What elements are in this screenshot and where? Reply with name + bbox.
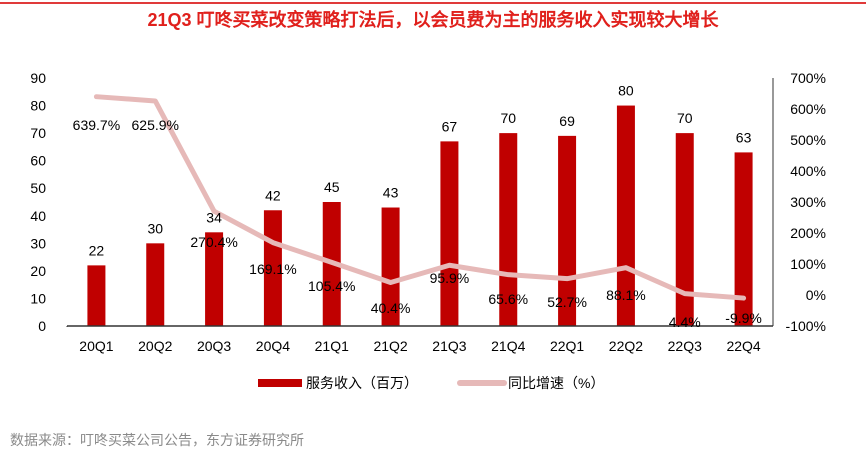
x-axis-tick: 21Q4 — [491, 338, 525, 354]
left-axis-tick: 50 — [30, 180, 46, 196]
left-axis-tick: 70 — [30, 125, 46, 141]
left-axis-tick: 30 — [30, 235, 46, 251]
x-axis-tick: 20Q3 — [197, 338, 231, 354]
bar-value-label: 42 — [265, 187, 281, 203]
bar-value-label: 80 — [618, 83, 634, 99]
x-axis-tick: 22Q2 — [609, 338, 643, 354]
bar-value-label: 67 — [442, 118, 458, 134]
left-axis-tick: 80 — [30, 98, 46, 114]
left-axis-tick: 40 — [30, 208, 46, 224]
bar — [675, 133, 694, 326]
left-axis-tick: 20 — [30, 263, 46, 279]
bar-value-label: 70 — [677, 110, 693, 126]
left-axis-tick: 60 — [30, 153, 46, 169]
growth-value-label: 169.1% — [249, 261, 296, 277]
growth-value-label: 4.4% — [669, 314, 701, 330]
bar-value-label: 22 — [89, 242, 105, 258]
bar-value-label: 43 — [383, 185, 399, 201]
bar-value-label: 34 — [206, 209, 222, 225]
bar — [734, 152, 753, 326]
growth-line — [93, 94, 747, 301]
growth-value-label: -9.9% — [725, 310, 762, 326]
bar — [205, 232, 224, 326]
bar-value-label: 69 — [559, 113, 575, 129]
bar-value-label: 70 — [500, 110, 516, 126]
legend-swatch-bar — [258, 379, 302, 387]
right-axis-tick: -100% — [786, 318, 826, 334]
bar — [87, 265, 106, 326]
legend-label-line: 同比增速（%） — [508, 375, 604, 391]
x-axis-tick: 21Q3 — [432, 338, 466, 354]
right-axis-tick: 500% — [790, 132, 826, 148]
bar — [381, 207, 400, 326]
top-rule — [0, 2, 866, 4]
right-axis-tick: 0% — [806, 287, 826, 303]
legend-label-bar: 服务收入（百万） — [306, 375, 418, 391]
left-axis-tick: 90 — [30, 70, 46, 86]
x-axis-tick: 20Q1 — [79, 338, 113, 354]
x-axis-tick: 22Q4 — [726, 338, 760, 354]
x-axis-tick: 22Q1 — [550, 338, 584, 354]
bar-value-label: 63 — [736, 129, 752, 145]
growth-value-label: 625.9% — [132, 117, 179, 133]
left-axis-tick: 10 — [30, 290, 46, 306]
right-axis-tick: 100% — [790, 256, 826, 272]
growth-value-label: 88.1% — [606, 287, 646, 303]
right-axis-tick: 300% — [790, 194, 826, 210]
growth-value-label: 105.4% — [308, 278, 355, 294]
bar-value-label: 45 — [324, 179, 340, 195]
growth-value-label: 65.6% — [488, 291, 528, 307]
right-axis-tick: 400% — [790, 163, 826, 179]
x-axis-tick: 22Q3 — [668, 338, 702, 354]
bar — [440, 141, 459, 326]
x-axis-tick: 20Q2 — [138, 338, 172, 354]
source-note: 数据来源：叮咚买菜公司公告，东方证券研究所 — [10, 432, 304, 448]
growth-value-label: 52.7% — [547, 294, 587, 310]
right-axis-tick: 700% — [790, 70, 826, 86]
x-axis-tick: 20Q4 — [256, 338, 290, 354]
growth-value-label: 639.7% — [73, 117, 120, 133]
left-axis-tick: 0 — [38, 318, 46, 334]
bar — [146, 243, 165, 326]
x-axis-tick: 21Q2 — [373, 338, 407, 354]
bar-value-label: 30 — [147, 220, 163, 236]
right-axis-tick: 600% — [790, 101, 826, 117]
chart-title: 21Q3 叮咚买菜改变策略打法后，以会员费为主的服务收入实现较大增长 — [147, 10, 719, 30]
growth-value-label: 40.4% — [371, 300, 411, 316]
growth-value-label: 95.9% — [430, 270, 470, 286]
right-axis-tick: 200% — [790, 225, 826, 241]
bar — [499, 133, 518, 326]
x-axis-tick: 21Q1 — [315, 338, 349, 354]
growth-value-label: 270.4% — [190, 234, 237, 250]
